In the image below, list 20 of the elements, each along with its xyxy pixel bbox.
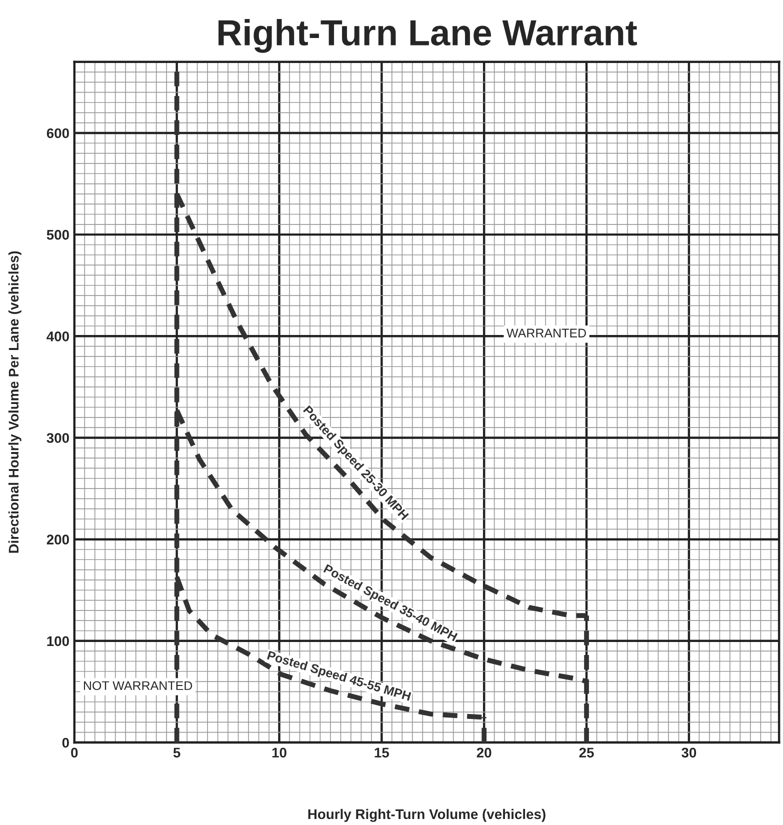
x-tick-label: 30 <box>682 748 696 758</box>
x-tick-label: 25 <box>579 748 594 758</box>
y-tick-label: 300 <box>46 433 69 443</box>
y-tick-label: 600 <box>46 128 69 138</box>
chart-title: Right-Turn Lane Warrant <box>218 19 637 53</box>
x-tick-label: 5 <box>173 748 180 758</box>
text: Posted Speed 45-55 MPH <box>266 650 412 704</box>
y-tick-label: 500 <box>46 230 69 240</box>
y-tick-label: 400 <box>46 331 69 342</box>
annotation: NOT WARRANTED <box>84 681 192 690</box>
x-tick-label: 20 <box>476 748 492 758</box>
y-axis-title: Directional Hourly Volume Per Lane (vehicles) <box>8 251 22 553</box>
x-tick-label: 10 <box>272 748 286 758</box>
x-tick-label: 0 <box>71 748 78 758</box>
y-tick-label: 0 <box>62 738 69 748</box>
x-axis-title: Hourly Right-Turn Volume (vehicles) <box>308 808 546 822</box>
x-tick-label: 15 <box>374 748 390 758</box>
annotation: WARRANTED <box>506 328 586 338</box>
y-tick-label: 200 <box>46 534 69 544</box>
y-tick-label: 100 <box>47 636 69 646</box>
